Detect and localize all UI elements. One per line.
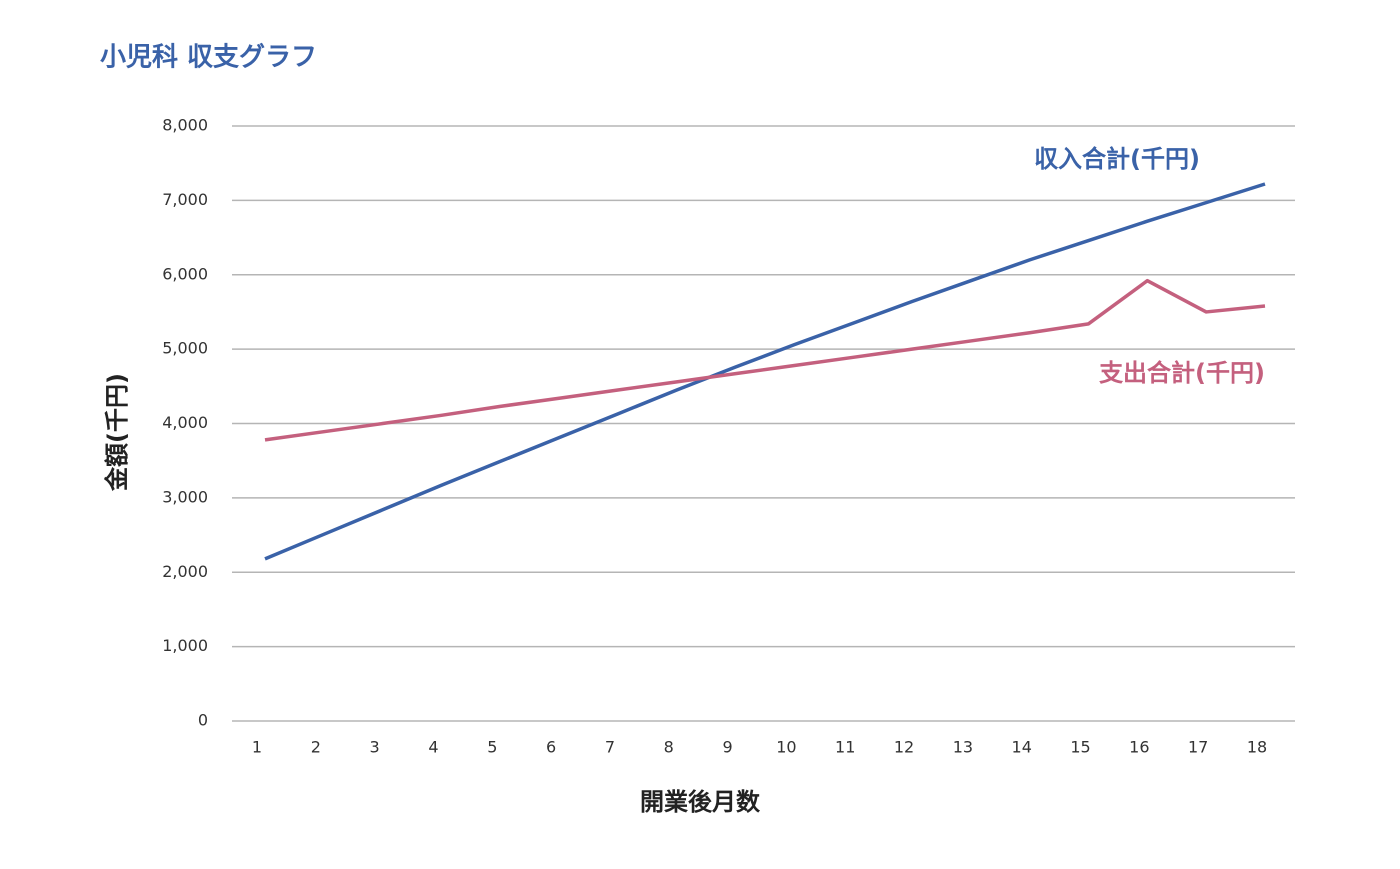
- x-tick-label: 17: [1188, 738, 1208, 757]
- chart-title: 小児科 収支グラフ: [100, 43, 317, 73]
- y-axis-label: 金額(千円): [103, 373, 131, 492]
- x-tick-label: 10: [776, 738, 796, 757]
- x-tick-label: 1: [252, 738, 262, 757]
- series-line: [264, 182, 1266, 561]
- y-tick-label: 8,000: [162, 116, 208, 135]
- x-tick-label: 12: [894, 738, 914, 757]
- y-tick-label: 3,000: [162, 487, 208, 506]
- y-tick-label: 1,000: [162, 636, 208, 655]
- x-tick-label: 3: [370, 738, 380, 757]
- x-tick-label: 13: [953, 738, 973, 757]
- x-tick-label: 18: [1247, 738, 1267, 757]
- y-tick-label: 2,000: [162, 562, 208, 581]
- series-line: [264, 278, 1266, 442]
- x-tick-label: 9: [722, 738, 732, 757]
- y-tick-label: 6,000: [162, 264, 208, 283]
- x-axis-label: 開業後月数: [640, 788, 761, 816]
- y-tick-label: 0: [198, 711, 208, 730]
- series-label: 支出合計(千円): [1099, 359, 1265, 387]
- y-tick-label: 4,000: [162, 413, 208, 432]
- x-tick-label: 2: [311, 738, 321, 757]
- y-tick-label: 5,000: [162, 339, 208, 358]
- x-tick-label: 7: [605, 738, 615, 757]
- x-tick-label: 4: [428, 738, 438, 757]
- x-tick-label: 16: [1129, 738, 1149, 757]
- x-tick-label: 5: [487, 738, 497, 757]
- y-tick-label: 7,000: [162, 190, 208, 209]
- x-tick-label: 14: [1012, 738, 1032, 757]
- x-tick-label: 6: [546, 738, 556, 757]
- x-tick-label: 15: [1070, 738, 1090, 757]
- x-tick-label: 11: [835, 738, 855, 757]
- series-label: 収入合計(千円): [1034, 145, 1200, 173]
- x-tick-label: 8: [664, 738, 674, 757]
